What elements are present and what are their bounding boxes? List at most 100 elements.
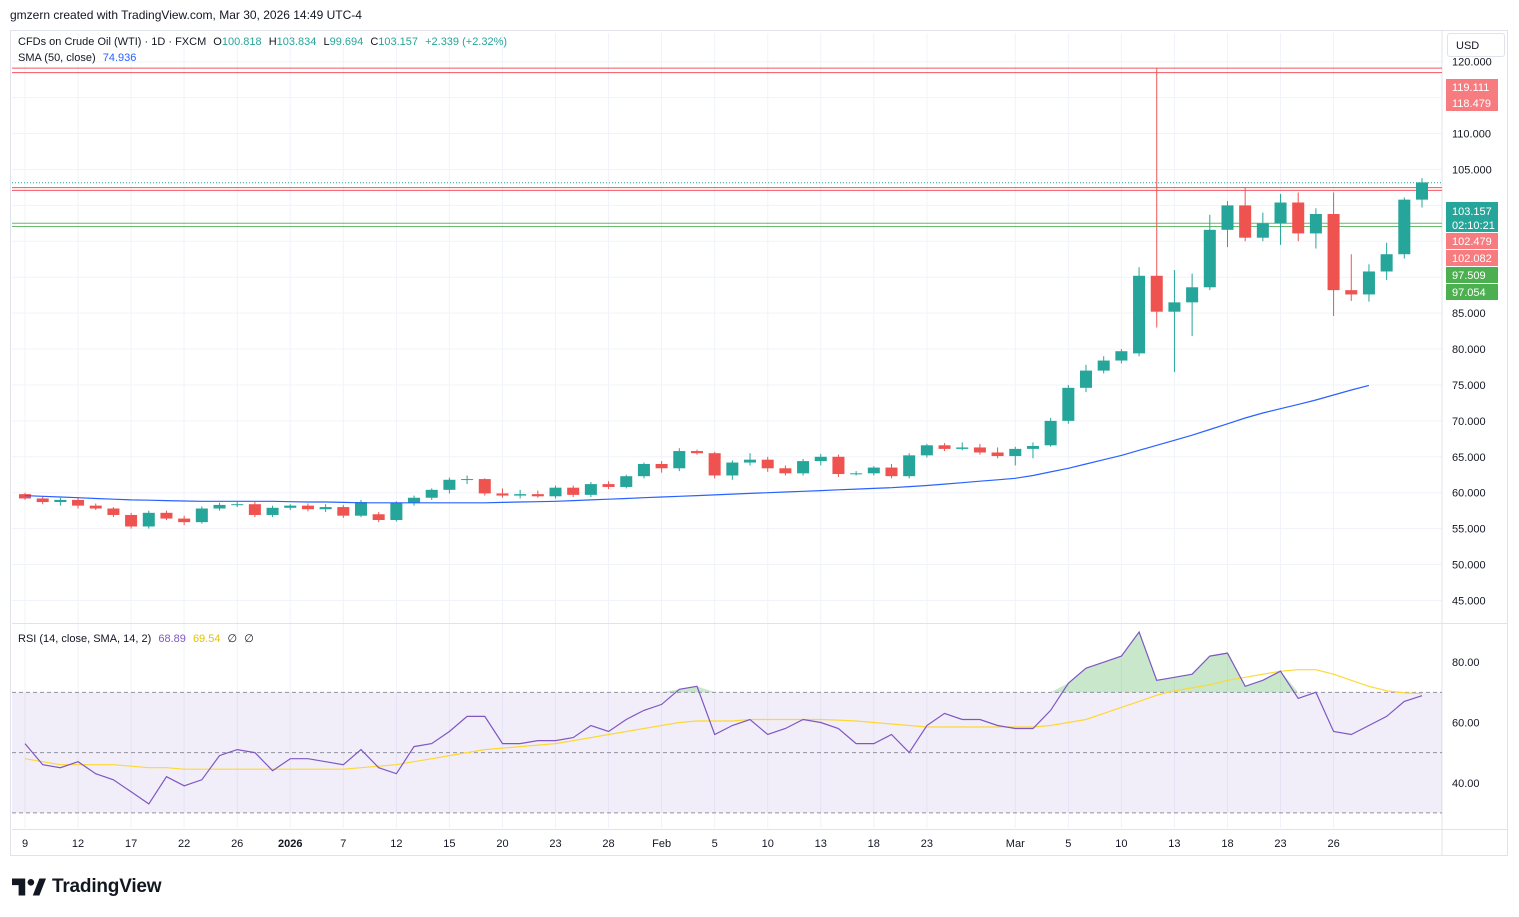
candle-body: [425, 489, 438, 498]
price-tick-label: 110.000: [1452, 129, 1491, 141]
time-tick-label: 20: [496, 838, 508, 850]
rsi-panel: [12, 630, 1442, 814]
candle-body: [178, 518, 191, 523]
candle-body: [248, 504, 261, 515]
candle-body: [1327, 214, 1340, 291]
main-legend: CFDs on Crude Oil (WTI) · 1D · FXCM O100…: [18, 36, 507, 48]
symbol-title: CFDs on Crude Oil (WTI) · 1D · FXCM: [18, 36, 207, 48]
candle-body: [390, 502, 403, 521]
candle-body: [690, 451, 703, 454]
rsi-extra-2: ∅: [244, 633, 254, 645]
time-tick-label: Mar: [1006, 838, 1025, 850]
time-axis: 9 12 17 22 26 2026 7 12 15 20 23 28 Feb 5 10 13 18 23 Mar 5…: [22, 838, 1340, 850]
open-label: O: [213, 36, 222, 48]
sma-legend: SMA (50, close) 74.936: [18, 52, 136, 64]
candle-body: [1309, 214, 1322, 234]
price-tick-label: 65.000: [1452, 452, 1486, 464]
time-tick-label: 26: [231, 838, 243, 850]
time-tick-label: 17: [125, 838, 137, 850]
low-label: L: [323, 36, 330, 48]
attribution-text: gmzern created with TradingView.com, Mar…: [10, 8, 362, 22]
candle-body: [1097, 360, 1110, 371]
candle-body: [938, 445, 951, 449]
candle-body: [744, 459, 757, 463]
time-tick-label: 9: [22, 838, 28, 850]
time-tick-label: 10: [1115, 838, 1127, 850]
rsi-value: 68.89: [158, 633, 186, 645]
price-tick-label: 70.000: [1452, 416, 1486, 428]
candle-body: [673, 451, 686, 469]
price-tick-label: 60.000: [1452, 488, 1486, 500]
high-label: H: [268, 36, 277, 48]
time-tick-label: 15: [443, 838, 455, 850]
rsi-legend: RSI (14, close, SMA, 14, 2) 68.89 69.54 …: [18, 632, 254, 645]
currency-button[interactable]: USD: [1447, 33, 1505, 57]
candle-body: [195, 508, 208, 523]
candle-body: [620, 476, 633, 487]
candle-body: [637, 463, 650, 477]
rsi-sma-line: [24, 669, 1423, 770]
candle-body: [354, 502, 367, 516]
time-tick-label: 23: [1274, 838, 1286, 850]
time-tick-label: 28: [602, 838, 614, 850]
time-tick-label: Feb: [652, 838, 671, 850]
candle-body: [142, 512, 155, 527]
candle-body: [1221, 205, 1234, 230]
candle-body: [991, 452, 1004, 457]
price-tick-label: 80.000: [1452, 344, 1486, 356]
tradingview-logo-icon: [12, 878, 46, 896]
candle-body: [266, 507, 279, 515]
candle-body: [1239, 205, 1252, 238]
candle-body: [478, 479, 491, 494]
candle-body: [602, 484, 615, 487]
time-tick-label: 5: [712, 838, 718, 850]
candle-body: [1133, 275, 1146, 354]
candle-body: [89, 505, 102, 509]
candle-body: [814, 456, 827, 462]
candle-body: [832, 456, 845, 475]
candle-body: [443, 479, 456, 490]
price-tick-label: 105.000: [1452, 164, 1492, 176]
support-price-tag-bg: [1446, 284, 1498, 300]
candle-body: [54, 499, 67, 503]
close-label: C: [370, 36, 379, 48]
time-tick-label: 18: [868, 838, 880, 850]
rsi-tick-label: 60.00: [1452, 717, 1480, 729]
candle-body: [301, 505, 314, 510]
horizontal-levels: [12, 67, 1442, 228]
sma-line: [24, 384, 1370, 504]
candle-body: [1062, 387, 1075, 421]
time-tick-label: 12: [72, 838, 84, 850]
candle-body: [125, 514, 138, 527]
chart-frame: [10, 30, 1508, 856]
rsi-extra-1: ∅: [227, 633, 238, 645]
candle-body: [1415, 182, 1429, 200]
candle-body: [973, 447, 986, 453]
time-tick-label: 2026: [278, 838, 302, 850]
rsi-label: RSI (14, close, SMA, 14, 2): [18, 633, 152, 645]
candle-body: [1009, 448, 1022, 457]
countdown-tag: 02:10:21: [1452, 220, 1495, 232]
resistance-price-tag-bg: [1446, 79, 1498, 95]
time-tick-label: 23: [549, 838, 561, 850]
candle-body: [867, 467, 880, 474]
candle-body: [231, 504, 244, 506]
candle-body: [514, 494, 527, 496]
candle-body: [107, 508, 120, 515]
resistance-price-tag: 102.082: [1452, 253, 1492, 265]
candle-body: [726, 462, 739, 476]
support-price-tag: 97.054: [1452, 287, 1486, 299]
time-tick-label: 13: [1168, 838, 1180, 850]
time-tick-label: 5: [1065, 838, 1071, 850]
candle-body: [18, 494, 32, 499]
candle-body: [496, 493, 509, 496]
time-tick-label: 18: [1221, 838, 1233, 850]
time-tick-label: 13: [815, 838, 827, 850]
tradingview-logo: TradingView: [12, 876, 162, 898]
candle-body: [461, 479, 474, 481]
candle-body: [1398, 199, 1411, 255]
candle-body: [850, 473, 863, 475]
candle-body: [1362, 271, 1375, 295]
candle-body: [408, 497, 421, 503]
